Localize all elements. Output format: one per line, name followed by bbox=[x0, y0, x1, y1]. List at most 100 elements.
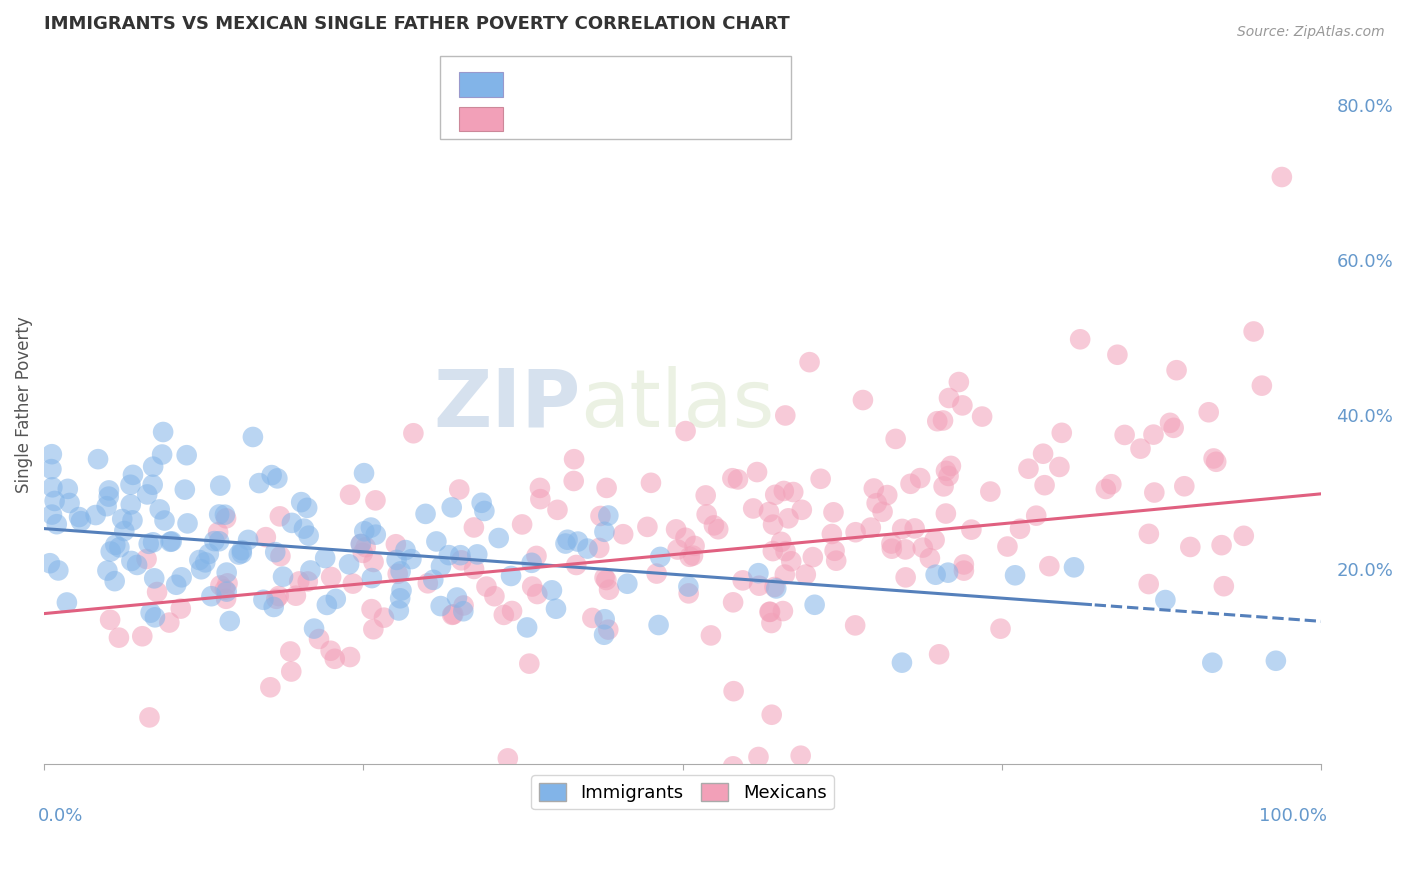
Point bbox=[759, 605, 782, 619]
Point bbox=[321, 570, 343, 584]
Point bbox=[337, 558, 360, 572]
Point bbox=[363, 555, 385, 569]
Point bbox=[876, 488, 898, 502]
Point bbox=[650, 549, 672, 564]
Point bbox=[544, 601, 567, 615]
Point bbox=[127, 558, 149, 572]
Point bbox=[173, 483, 195, 497]
Point bbox=[859, 520, 882, 534]
Point bbox=[700, 628, 723, 642]
Point bbox=[894, 570, 917, 584]
Point bbox=[389, 565, 412, 579]
Point bbox=[721, 471, 744, 485]
Point bbox=[402, 426, 425, 441]
Point bbox=[935, 507, 957, 521]
Point bbox=[46, 564, 69, 578]
Text: 80.0%: 80.0% bbox=[1336, 98, 1393, 117]
Point bbox=[501, 604, 523, 618]
Point bbox=[823, 505, 845, 519]
Point bbox=[997, 540, 1019, 554]
Point bbox=[208, 534, 231, 549]
Point bbox=[339, 488, 361, 502]
Point bbox=[761, 707, 783, 722]
Point bbox=[353, 466, 375, 480]
Text: R =  0.428  N = 195: R = 0.428 N = 195 bbox=[513, 110, 720, 128]
Point bbox=[778, 511, 800, 525]
Point bbox=[215, 566, 238, 580]
Point bbox=[522, 580, 544, 594]
Point bbox=[360, 602, 382, 616]
Point bbox=[703, 518, 725, 533]
Point bbox=[775, 409, 797, 423]
Point bbox=[1063, 560, 1085, 574]
Point bbox=[150, 448, 173, 462]
Point bbox=[214, 582, 236, 597]
Point bbox=[598, 508, 620, 523]
Point bbox=[314, 551, 336, 566]
Point bbox=[484, 589, 506, 603]
Point bbox=[581, 611, 603, 625]
Point bbox=[1107, 348, 1129, 362]
Point bbox=[215, 584, 238, 599]
Point bbox=[496, 751, 519, 765]
Point bbox=[763, 488, 786, 502]
Point bbox=[727, 472, 749, 486]
Point bbox=[98, 613, 121, 627]
Point bbox=[1129, 442, 1152, 456]
Point bbox=[385, 537, 408, 551]
Point bbox=[862, 482, 884, 496]
Point bbox=[636, 520, 658, 534]
Point bbox=[453, 604, 475, 618]
Point bbox=[471, 496, 494, 510]
Point bbox=[707, 522, 730, 536]
Point bbox=[364, 493, 387, 508]
Point bbox=[394, 543, 416, 558]
Point bbox=[84, 508, 107, 522]
Point bbox=[280, 665, 302, 679]
Point bbox=[143, 571, 166, 585]
Point bbox=[770, 534, 793, 549]
Legend: Immigrants, Mexicans: Immigrants, Mexicans bbox=[531, 775, 834, 809]
Point bbox=[972, 409, 994, 424]
Point bbox=[194, 555, 217, 569]
Point bbox=[1233, 529, 1256, 543]
FancyBboxPatch shape bbox=[460, 72, 502, 96]
Point bbox=[565, 558, 588, 572]
Point bbox=[810, 472, 832, 486]
Point bbox=[1137, 526, 1160, 541]
Point bbox=[825, 554, 848, 568]
Point bbox=[721, 759, 744, 773]
Point bbox=[388, 603, 411, 617]
Point bbox=[516, 620, 538, 634]
Point bbox=[682, 549, 704, 563]
Point bbox=[441, 607, 464, 622]
Point bbox=[104, 538, 127, 552]
Point bbox=[796, 789, 818, 803]
FancyBboxPatch shape bbox=[460, 106, 502, 131]
Point bbox=[844, 618, 866, 632]
Point bbox=[1154, 593, 1177, 607]
Text: 40.0%: 40.0% bbox=[1336, 408, 1393, 425]
Point bbox=[517, 657, 540, 671]
Point bbox=[721, 595, 744, 609]
Point bbox=[228, 548, 250, 562]
Point bbox=[259, 681, 281, 695]
Point bbox=[96, 564, 118, 578]
Point bbox=[463, 562, 485, 576]
Point bbox=[562, 452, 585, 467]
Point bbox=[598, 623, 620, 637]
Text: ZIP: ZIP bbox=[433, 366, 581, 444]
Point bbox=[453, 599, 475, 613]
Point bbox=[938, 391, 960, 405]
Point bbox=[112, 524, 135, 538]
Point bbox=[1069, 332, 1091, 346]
Point bbox=[242, 430, 264, 444]
Point bbox=[927, 414, 949, 428]
Point bbox=[588, 541, 610, 555]
Point bbox=[890, 656, 912, 670]
Point bbox=[598, 582, 620, 597]
Point bbox=[789, 748, 811, 763]
Point bbox=[593, 628, 616, 642]
Point bbox=[1143, 485, 1166, 500]
Point bbox=[616, 576, 638, 591]
